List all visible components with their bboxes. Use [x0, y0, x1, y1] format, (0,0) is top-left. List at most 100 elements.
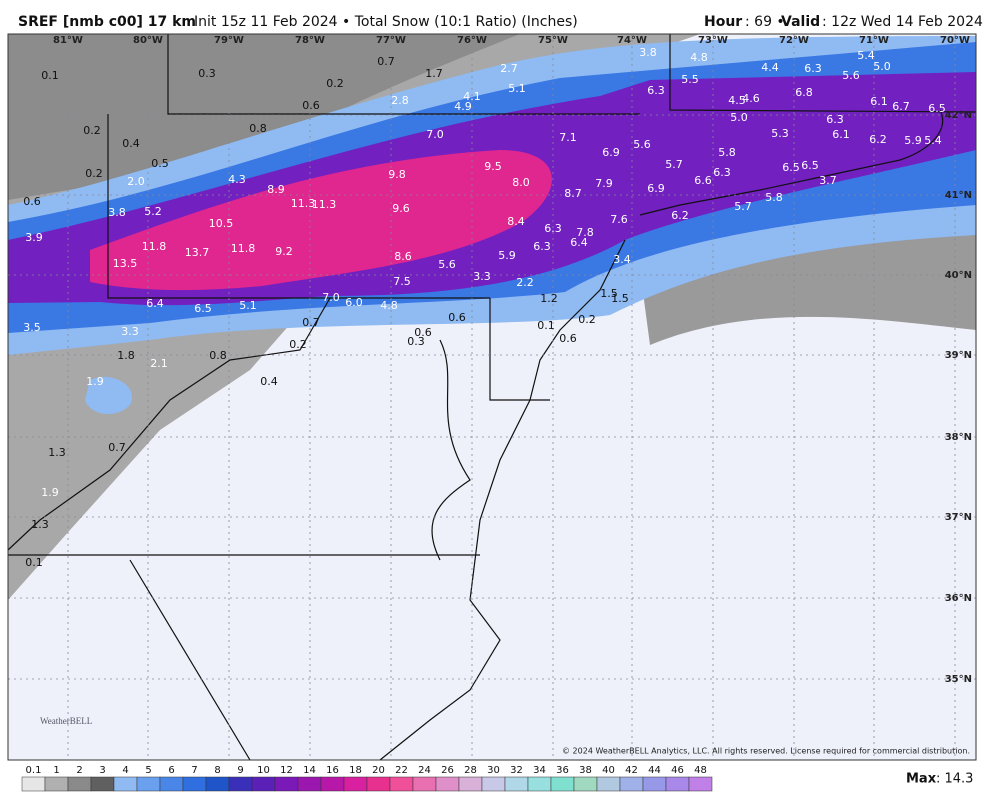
- colorbar-label: 8: [214, 765, 220, 776]
- snow-label: 6.2: [869, 133, 887, 146]
- snow-label: 4.3: [228, 173, 246, 186]
- snow-label: 6.3: [804, 62, 822, 75]
- state-line: [167, 34, 640, 115]
- snow-label: 5.0: [873, 60, 891, 73]
- snow-label: 2.8: [391, 94, 409, 107]
- snow-label: 6.1: [832, 128, 850, 141]
- colorbar-swatch: [527, 776, 552, 792]
- snow-label: 0.3: [198, 67, 216, 80]
- title: SREF [nmb c00] 17 km: [18, 14, 196, 30]
- colorbar-label: 34: [533, 765, 546, 776]
- snow-magenta: [90, 150, 552, 291]
- snow-label: 6.5: [194, 302, 212, 315]
- snow-patch: [85, 376, 132, 415]
- snow-label: 0.2: [326, 77, 344, 90]
- colorbar-label: 7: [191, 765, 197, 776]
- snow-label: 5.1: [239, 299, 257, 312]
- snow-label: 2.1: [150, 357, 168, 370]
- colorbar: 0.1 1 2 3 4 5 6 7 8 9 10 12 14 16 18 20 22 24 26 28 30 32 34 36…: [21, 765, 713, 792]
- colorbar-label: 12: [280, 765, 293, 776]
- snow-label: 7.5: [393, 275, 411, 288]
- snow-label: 8.6: [394, 250, 412, 263]
- snow-label: 0.4: [260, 375, 278, 388]
- colorbar-swatch: [343, 776, 368, 792]
- colorbar-swatch: [688, 776, 713, 792]
- snow-label: 3.8: [108, 206, 126, 219]
- colorbar-label: 28: [464, 765, 477, 776]
- snow-label: 6.8: [795, 86, 813, 99]
- copyright: © 2024 WeatherBELL Analytics, LLC. All r…: [562, 747, 970, 756]
- snow-label: 3.3: [121, 325, 139, 338]
- snow-label: 6.4: [570, 236, 588, 249]
- latitude-label: 40°N: [945, 270, 972, 281]
- snow-label: 6.2: [671, 209, 689, 222]
- longitude-label: 74°W: [617, 35, 647, 46]
- colorbar-swatch: [550, 776, 575, 792]
- colorbar-swatch: [113, 776, 138, 792]
- snow-label: 2.2: [516, 276, 534, 289]
- snow-label: 9.6: [392, 202, 410, 215]
- snow-label: 0.2: [85, 167, 103, 180]
- snow-label: 5.8: [765, 191, 783, 204]
- snow-label: 5.4: [857, 49, 875, 62]
- longitude-label: 72°W: [779, 35, 809, 46]
- boundaries: [8, 34, 976, 760]
- snow-label: 5.7: [734, 200, 752, 213]
- snow-label: 8.7: [564, 187, 582, 200]
- state-line: [669, 34, 976, 113]
- snow-label: 0.7: [108, 441, 126, 454]
- colorbar-swatch: [67, 776, 92, 792]
- snow-label: 8.4: [507, 215, 525, 228]
- snow-gray-dark: [8, 34, 520, 200]
- snow-label: 0.6: [448, 311, 466, 324]
- colorbar-swatch: [136, 776, 161, 792]
- colorbar-label: 14: [303, 765, 316, 776]
- longitude-label: 81°W: [53, 35, 83, 46]
- longitude-label: 70°W: [940, 35, 970, 46]
- colorbar-swatch: [458, 776, 483, 792]
- colorbar-swatch: [90, 776, 115, 792]
- colorbar-swatch: [412, 776, 437, 792]
- snow-label: 0.6: [302, 99, 320, 112]
- colorbar-swatch: [573, 776, 598, 792]
- snow-label: 3.7: [819, 174, 837, 187]
- longitude-label: 78°W: [295, 35, 325, 46]
- colorbar-label: 36: [556, 765, 569, 776]
- snow-label: 1.3: [48, 446, 66, 459]
- colorbar-swatch: [642, 776, 667, 792]
- snow-label: 5.6: [633, 138, 651, 151]
- snow-label: 4.5: [728, 94, 746, 107]
- snow-label: 7.6: [610, 213, 628, 226]
- snow-label: 6.9: [602, 146, 620, 159]
- graticule: 81°W 80°W 79°W 78°W 77°W 76°W 75°W 74°W 73°W 72°W…: [8, 34, 976, 760]
- hour-label: Hour: [704, 14, 742, 30]
- colorbar-label: 26: [441, 765, 454, 776]
- snow-label: 7.0: [426, 128, 444, 141]
- colorbar-swatch: [665, 776, 690, 792]
- snow-label: 5.4: [924, 134, 942, 147]
- colorbar-label: 30: [487, 765, 500, 776]
- snow-label: 6.3: [713, 166, 731, 179]
- snow-label: 6.7: [892, 100, 910, 113]
- snow-label: 1.2: [540, 292, 558, 305]
- snow-label: 2.0: [127, 175, 145, 188]
- snow-label: 0.7: [302, 316, 320, 329]
- colorbar-swatch: [159, 776, 184, 792]
- snow-label: 5.6: [438, 258, 456, 271]
- longitude-label: 75°W: [538, 35, 568, 46]
- colorbar-label: 4: [122, 765, 128, 776]
- snow-label: 1.5: [600, 287, 618, 300]
- snow-label: 8.9: [267, 183, 285, 196]
- colorbar-label: 32: [510, 765, 523, 776]
- bay: [431, 339, 471, 561]
- colorbar-swatch: [44, 776, 69, 792]
- colorbar-label: 44: [648, 765, 661, 776]
- snow-label: 5.5: [681, 73, 699, 86]
- snow-label: 7.8: [576, 226, 594, 239]
- snow-label: 0.6: [23, 195, 41, 208]
- snow-label: 0.7: [377, 55, 395, 68]
- snow-label: 0.8: [249, 122, 267, 135]
- snow-label: 1.8: [117, 349, 135, 362]
- snow-label: 3.8: [639, 46, 657, 59]
- latitude-label: 41°N: [945, 190, 972, 201]
